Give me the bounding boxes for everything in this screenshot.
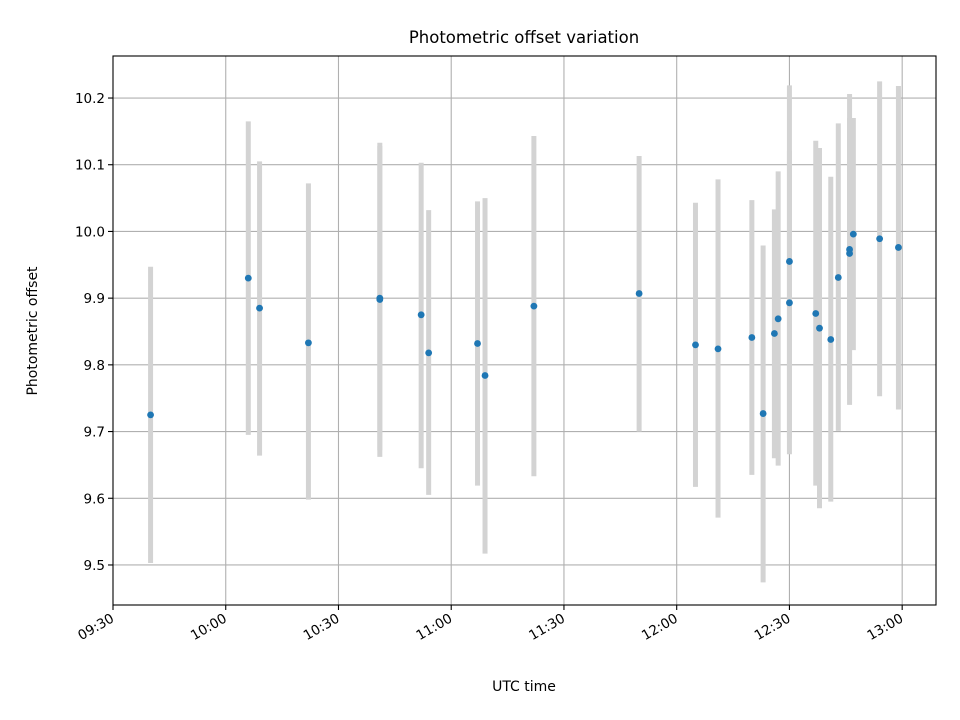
data-point: [816, 324, 823, 332]
data-point: [827, 336, 835, 343]
data-point: [786, 299, 793, 307]
data-point: [774, 315, 782, 323]
data-point: [481, 372, 489, 379]
y-tick-label: 9.6: [84, 491, 105, 507]
data-point: [530, 302, 538, 310]
x-axis-title: UTC time: [492, 679, 556, 695]
y-tick-label: 10.0: [75, 224, 105, 240]
data-point: [635, 290, 643, 297]
y-tick-label: 10.2: [75, 91, 105, 107]
data-point: [834, 274, 842, 281]
data-point: [474, 340, 481, 347]
data-point: [812, 310, 820, 317]
data-point: [376, 294, 384, 302]
data-point: [786, 258, 793, 265]
data-point: [849, 230, 857, 238]
data-point: [244, 274, 252, 282]
y-tick-label: 9.9: [84, 291, 105, 307]
y-tick-label: 9.5: [84, 558, 105, 574]
data-point: [759, 410, 767, 417]
data-point: [771, 330, 778, 337]
y-tick-label: 9.8: [84, 358, 105, 374]
y-axis: 9.5 9.6 9.7 9.8 9.9 10.0 10.1 10.2: [75, 91, 113, 574]
data-point: [256, 304, 263, 312]
chart-title: Photometric offset variation: [409, 28, 639, 47]
plot-frame: [112, 55, 937, 606]
data-point: [147, 411, 154, 419]
y-axis-title: Photometric offset: [25, 266, 41, 396]
data-point: [876, 235, 884, 243]
data-point: [895, 244, 902, 251]
data-point: [305, 339, 312, 347]
data-point: [714, 345, 722, 353]
data-point: [425, 349, 433, 357]
data-point: [417, 311, 425, 319]
data-point: [748, 334, 756, 341]
data-point: [692, 341, 699, 349]
y-tick-label: 9.7: [84, 425, 105, 441]
grid: [113, 56, 936, 605]
data-point: [846, 250, 853, 257]
data-points: [147, 230, 902, 419]
y-tick-label: 10.1: [75, 158, 105, 174]
